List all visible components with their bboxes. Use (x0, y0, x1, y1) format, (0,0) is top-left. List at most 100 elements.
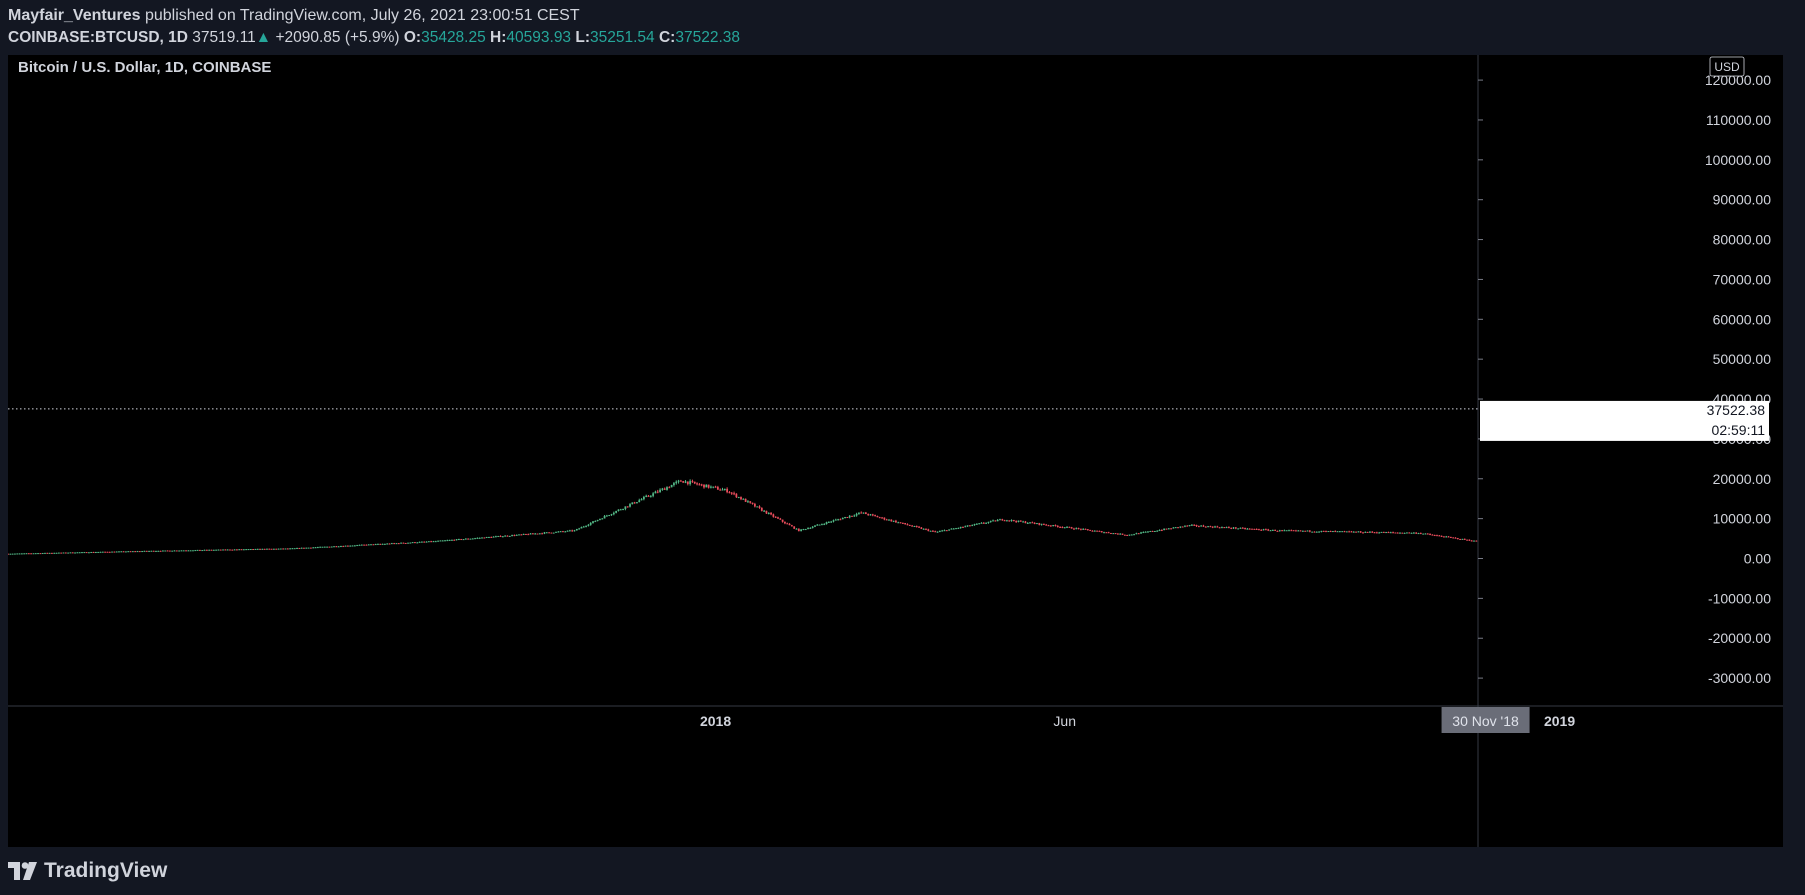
candle (913, 525, 916, 528)
candle-body (814, 525, 816, 527)
tradingview-logo-icon[interactable] (8, 862, 38, 880)
candle (159, 550, 162, 552)
footer: TradingView (8, 858, 167, 884)
candle-body (1110, 532, 1112, 534)
candle-body (178, 550, 181, 552)
candle-body (1121, 533, 1124, 535)
candle (256, 548, 259, 550)
last-price-tag-text: 37522.38 (1707, 402, 1766, 418)
candle-body (1449, 536, 1452, 538)
candle (980, 522, 983, 524)
candle (1454, 537, 1457, 539)
candle (1230, 527, 1233, 530)
candle-body (1468, 539, 1471, 541)
candle (497, 535, 500, 537)
candle-body (148, 550, 150, 552)
price-axis[interactable]: 120000.00110000.00100000.0090000.0080000… (1477, 55, 1783, 847)
candle-body (941, 530, 944, 532)
candle (1008, 520, 1011, 522)
candle-body (1174, 527, 1177, 529)
candle-body (55, 552, 58, 554)
candle (483, 537, 486, 539)
candle-body (747, 501, 749, 503)
candle (915, 525, 918, 528)
candle-body (1112, 533, 1115, 535)
candle-body (1456, 538, 1459, 540)
candle-body (790, 525, 793, 527)
candle-body (654, 491, 657, 494)
candle-body (1366, 531, 1369, 533)
time-axis[interactable]: 2018Jun2019Jun '192020Jun2021Jun2022JunN… (8, 705, 1783, 733)
candle-body (934, 531, 937, 533)
candle-body (860, 512, 863, 514)
candle-body (1197, 526, 1200, 528)
candle (1043, 523, 1045, 526)
candle-body (1251, 528, 1253, 530)
candle-body (1412, 532, 1415, 534)
candle-body (143, 550, 146, 552)
candle (629, 503, 631, 508)
candle (918, 526, 920, 528)
candle-body (959, 526, 962, 528)
candle (1359, 531, 1362, 533)
candle (638, 498, 641, 503)
candle (1225, 526, 1228, 529)
candle-body (534, 533, 537, 535)
candle-body (1292, 530, 1295, 532)
candle (20, 553, 23, 555)
candle-body (245, 549, 248, 551)
candle (457, 538, 460, 541)
candle-body (113, 551, 116, 553)
candle (451, 539, 453, 541)
candle (18, 553, 21, 555)
candle-body (994, 520, 997, 522)
candle (1401, 532, 1404, 534)
currency-badge[interactable] (1709, 56, 1745, 77)
brand-name[interactable]: TradingView (44, 859, 168, 882)
candle (212, 549, 215, 551)
candle (1306, 530, 1309, 532)
candle (587, 523, 590, 527)
price-change: +2090.85 (+5.9%) (275, 29, 400, 46)
candle (1107, 531, 1110, 534)
candle (152, 550, 155, 552)
candle (289, 548, 292, 550)
x-tick-label: 2018 (700, 713, 731, 729)
candle-body (957, 527, 960, 529)
candle-body (855, 513, 858, 516)
candle-body (1375, 532, 1378, 534)
candle-body (353, 545, 356, 547)
candle-body (508, 535, 511, 537)
candle (999, 518, 1001, 521)
candle-body (175, 550, 178, 552)
chart-frame[interactable]: 209 bars, 209dVol 2.82M255 bars, 255dVol… (8, 55, 1783, 847)
candle (1412, 532, 1415, 534)
high-value: 40593.93 (506, 29, 572, 46)
candle (335, 545, 338, 548)
author-name[interactable]: Mayfair_Ventures (8, 7, 141, 24)
candle-body (125, 551, 127, 553)
candle (171, 550, 174, 552)
candle-body (888, 519, 890, 521)
candle-body (1068, 526, 1071, 528)
candle-body (804, 529, 807, 531)
candle (719, 488, 722, 491)
candle (816, 524, 819, 526)
candle (1357, 531, 1360, 533)
candle (1290, 529, 1293, 532)
candle (797, 528, 800, 532)
candle-body (786, 523, 789, 525)
candle-body (566, 530, 569, 532)
candle-body (289, 548, 292, 550)
candle-body (1227, 527, 1230, 529)
candle (74, 552, 76, 554)
candle (959, 526, 962, 529)
candle-body (677, 480, 680, 482)
price-chart[interactable]: 209 bars, 209dVol 2.82M255 bars, 255dVol… (8, 55, 1783, 847)
candle (409, 542, 412, 544)
candle-body (626, 506, 629, 508)
candle-body (71, 552, 74, 554)
candle-body (788, 523, 791, 526)
candle-body (411, 542, 414, 544)
candle-body (453, 539, 456, 541)
